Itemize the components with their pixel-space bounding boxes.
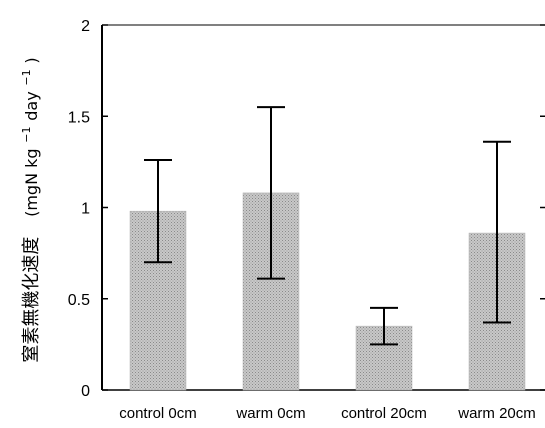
y-ticks: 0 0.5 1 1.5 2	[68, 18, 545, 400]
y-tick-label: 0.5	[68, 292, 90, 309]
y-tick-label: 0	[81, 383, 90, 400]
y-axis-label: 窒素無機化速度 (mgN kg −1 day −1 )	[14, 57, 42, 362]
x-tick-label: control 20cm	[341, 405, 427, 422]
y-axis-label-exp1: −1	[20, 126, 33, 142]
y-axis-label-close: )	[22, 57, 41, 63]
y-axis-label-text: 窒素無機化速度	[21, 237, 42, 363]
y-axis-label-exp2: −1	[20, 69, 33, 85]
y-tick-label: 2	[81, 18, 90, 35]
x-tick-label: control 0cm	[119, 405, 197, 422]
y-tick-label: 1.5	[68, 109, 90, 126]
y-axis-label-day: day	[22, 91, 41, 120]
x-tick-label: warm 0cm	[235, 405, 305, 422]
svg-text:窒素無機化速度 (mgN kg: 窒素無機化速度 (mgN kg −1 day −1 )	[14, 57, 42, 362]
error-bars	[144, 106, 511, 346]
y-tick-label: 1	[81, 201, 90, 218]
x-tick-labels: control 0cm warm 0cm control 20cm warm 20cm	[119, 405, 536, 422]
x-tick-label: warm 20cm	[457, 405, 536, 422]
bars	[129, 192, 526, 391]
y-axis-label-unit: (mgN kg	[22, 148, 41, 216]
